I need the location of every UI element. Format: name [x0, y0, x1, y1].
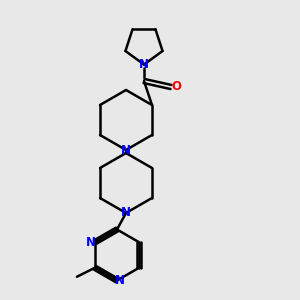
- Text: N: N: [115, 274, 125, 287]
- Text: N: N: [139, 58, 149, 71]
- Text: O: O: [171, 80, 181, 94]
- Text: N: N: [121, 206, 131, 220]
- Text: N: N: [86, 236, 96, 249]
- Text: N: N: [121, 143, 131, 157]
